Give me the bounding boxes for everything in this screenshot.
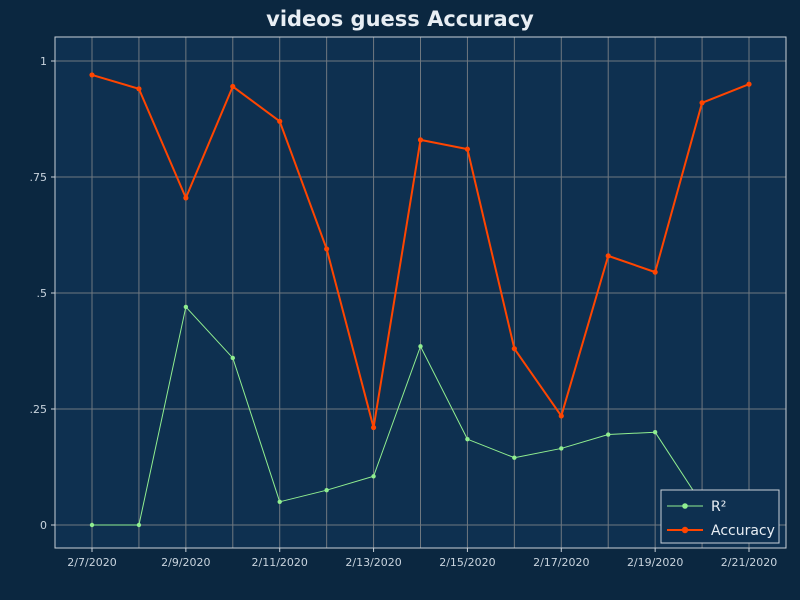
data-point bbox=[277, 499, 282, 504]
y-tick-label: 1 bbox=[40, 55, 47, 68]
data-point bbox=[652, 269, 658, 275]
x-tick-label: 2/13/2020 bbox=[345, 556, 401, 569]
y-tick-label: 0 bbox=[40, 519, 47, 532]
data-point bbox=[136, 86, 142, 92]
data-point bbox=[558, 413, 564, 419]
data-point bbox=[417, 137, 424, 143]
x-axis: 2/7/2020 2/9/2020 2/11/2020 2/13/2020 2/15/2… bbox=[67, 548, 777, 569]
y-tick-label: .25 bbox=[30, 403, 48, 416]
data-point bbox=[136, 522, 142, 528]
data-point bbox=[371, 474, 376, 479]
data-point bbox=[465, 436, 470, 442]
chart-title: videos guess Accuracy bbox=[266, 7, 534, 31]
legend-marker-accuracy bbox=[681, 526, 689, 534]
data-point bbox=[230, 83, 236, 90]
x-tick-label: 2/19/2020 bbox=[627, 556, 683, 569]
legend: R² Accuracy bbox=[660, 489, 780, 544]
data-point bbox=[652, 430, 658, 435]
y-tick-label: .75 bbox=[30, 171, 48, 184]
data-point bbox=[324, 488, 329, 493]
data-point bbox=[746, 81, 752, 87]
data-point bbox=[606, 432, 611, 437]
y-axis: 0 .25 .5 .75 1 bbox=[30, 55, 55, 532]
x-tick-label: 2/7/2020 bbox=[67, 556, 116, 569]
legend-item-r2: R² bbox=[667, 499, 726, 515]
x-tick-label: 2/17/2020 bbox=[533, 556, 589, 569]
data-point bbox=[183, 304, 189, 310]
series-accuracy bbox=[89, 72, 752, 431]
data-point bbox=[511, 346, 517, 352]
y-tick-label: .5 bbox=[37, 287, 48, 300]
data-point bbox=[464, 146, 471, 152]
data-point bbox=[89, 522, 95, 528]
data-point bbox=[89, 72, 95, 78]
data-point bbox=[370, 424, 377, 431]
grid bbox=[55, 37, 786, 548]
data-point bbox=[418, 344, 423, 349]
legend-label-accuracy: Accuracy bbox=[711, 523, 775, 539]
legend-label-r2: R² bbox=[711, 499, 726, 515]
data-point bbox=[512, 455, 517, 460]
x-tick-label: 2/21/2020 bbox=[721, 556, 777, 569]
plot-frame bbox=[54, 36, 787, 549]
data-point bbox=[605, 253, 611, 259]
data-point bbox=[559, 446, 564, 451]
data-point bbox=[183, 195, 189, 201]
legend-item-accuracy: Accuracy bbox=[667, 523, 775, 539]
x-tick-label: 2/11/2020 bbox=[252, 556, 308, 569]
data-point bbox=[230, 355, 235, 361]
legend-marker-r2 bbox=[682, 503, 688, 509]
x-tick-label: 2/9/2020 bbox=[161, 556, 210, 569]
data-point bbox=[699, 100, 705, 106]
data-point bbox=[277, 118, 283, 124]
x-tick-label: 2/15/2020 bbox=[439, 556, 495, 569]
data-point bbox=[324, 246, 330, 252]
legend-box bbox=[660, 489, 780, 544]
